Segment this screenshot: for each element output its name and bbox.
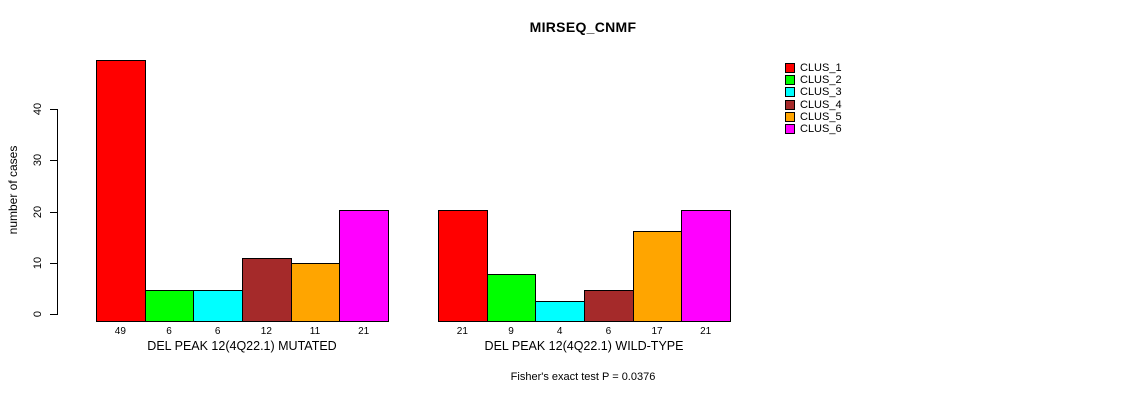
bar-clus_5 xyxy=(290,263,341,322)
y-tick-mark xyxy=(50,211,57,213)
bar-clus_4 xyxy=(242,257,292,322)
legend-item: CLUS_2 xyxy=(785,74,842,86)
bar-clus_1 xyxy=(96,59,146,322)
bar-clus_3 xyxy=(193,289,243,322)
y-tick-label: 0 xyxy=(32,310,44,318)
legend-swatch-clus_1 xyxy=(785,63,795,74)
x-group-label: DEL PEAK 12(4Q22.1) MUTATED xyxy=(147,339,337,353)
legend-item: CLUS_1 xyxy=(785,62,842,74)
legend-swatch-clus_5 xyxy=(785,111,795,122)
legend-item: CLUS_3 xyxy=(785,86,842,98)
legend-label: CLUS_5 xyxy=(800,110,842,123)
x-group-label: DEL PEAK 12(4Q22.1) WILD-TYPE xyxy=(484,339,684,353)
y-tick-label: 10 xyxy=(32,256,44,269)
legend-label: CLUS_4 xyxy=(800,98,842,111)
y-axis-label: number of cases xyxy=(6,145,20,235)
chart-title: MIRSEQ_CNMF xyxy=(529,19,637,35)
bar-value-label: 21 xyxy=(456,326,468,337)
bar-clus_1 xyxy=(438,209,488,322)
bar-clus_4 xyxy=(584,289,634,322)
bar-value-label: 17 xyxy=(651,326,663,337)
bar-clus_2 xyxy=(144,289,195,322)
legend-label: CLUS_1 xyxy=(800,62,842,75)
bar-value-label: 6 xyxy=(605,326,612,337)
legend-label: CLUS_6 xyxy=(800,123,842,136)
bar-clus_5 xyxy=(632,231,683,322)
legend-swatch-clus_2 xyxy=(785,75,795,86)
legend-item: CLUS_4 xyxy=(785,99,842,111)
bar-clus_6 xyxy=(339,209,389,322)
legend-item: CLUS_5 xyxy=(785,111,842,123)
bar-value-label: 6 xyxy=(166,326,172,337)
legend-swatch-clus_4 xyxy=(785,99,795,110)
bar-value-label: 21 xyxy=(358,326,370,337)
legend-swatch-clus_3 xyxy=(785,87,795,98)
legend-label: CLUS_3 xyxy=(800,86,842,99)
y-axis-line xyxy=(57,109,58,315)
legend: CLUS_1 CLUS_2 CLUS_3 CLUS_4 CLUS_5 CLUS_6 xyxy=(785,62,842,135)
y-tick-mark xyxy=(50,262,57,264)
y-tick-mark xyxy=(50,109,57,110)
legend-label: CLUS_2 xyxy=(800,74,842,87)
legend-swatch-clus_6 xyxy=(785,124,795,135)
bar-clus_3 xyxy=(535,300,585,322)
bar-value-label: 4 xyxy=(556,326,563,337)
bar-value-label: 6 xyxy=(214,326,221,337)
y-tick-label: 40 xyxy=(32,102,44,116)
bar-value-label: 12 xyxy=(260,326,272,337)
bar-value-label: 49 xyxy=(114,326,126,337)
bar-value-label: 9 xyxy=(508,326,514,337)
bar-clus_2 xyxy=(486,273,537,322)
y-tick-mark xyxy=(50,160,57,162)
bar-value-label: 21 xyxy=(700,326,712,337)
y-tick-label: 30 xyxy=(32,154,44,167)
annotation-text: Fisher's exact test P = 0.0376 xyxy=(510,371,656,383)
y-tick-label: 20 xyxy=(32,205,44,218)
legend-item: CLUS_6 xyxy=(785,123,842,135)
y-tick-mark xyxy=(50,314,57,315)
bar-clus_6 xyxy=(681,209,731,322)
bar-value-label: 11 xyxy=(309,326,321,337)
